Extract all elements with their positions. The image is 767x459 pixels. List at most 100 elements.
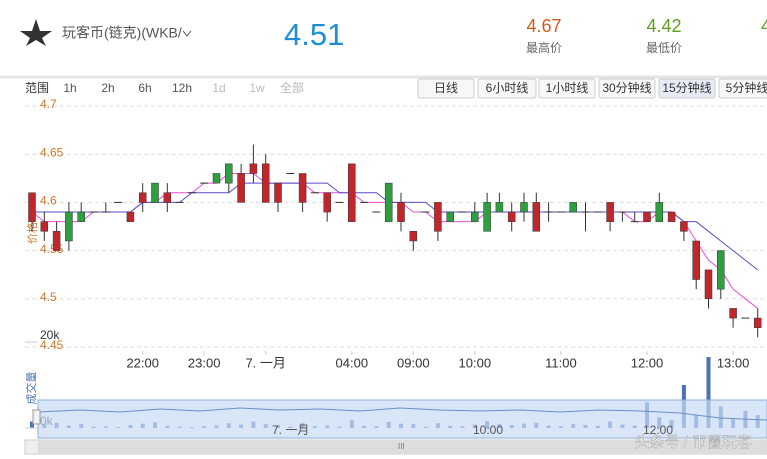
- candle-body: [384, 182, 393, 222]
- candle-body: [163, 192, 172, 203]
- candle-body: [434, 202, 442, 232]
- period-button-bg[interactable]: [718, 78, 767, 99]
- candle-body: [532, 202, 541, 232]
- x-tick-label: 23:00: [188, 355, 221, 370]
- candle-body: [28, 192, 36, 222]
- range-button: 1d: [212, 81, 225, 95]
- range-button[interactable]: 12h: [172, 81, 192, 95]
- candle-body: [643, 211, 651, 222]
- range-label: 范围: [25, 81, 49, 95]
- navigator-window[interactable]: [37, 399, 767, 439]
- candle-body: [667, 211, 676, 222]
- candle-body: [606, 202, 614, 222]
- watermark: 头条号 / 币圈玩客: [634, 434, 752, 451]
- candle-body: [348, 163, 356, 222]
- plot: 4.454.54.554.64.654.7价格成交量0k20k22:0023:0…: [24, 97, 767, 429]
- x-tick-label: 13:00: [717, 355, 750, 370]
- scrollbar-grip[interactable]: III: [398, 442, 405, 451]
- candle-body: [729, 308, 737, 319]
- volume-bar: [30, 421, 34, 428]
- navigator-label: 12:00: [643, 423, 673, 437]
- candle-body: [274, 182, 282, 203]
- period-button-bg[interactable]: [477, 78, 537, 99]
- period-button-bg[interactable]: [658, 78, 716, 99]
- navigator-label: 10:00: [473, 423, 503, 437]
- high-label: 最高价: [526, 40, 562, 55]
- range-button: 全部: [280, 80, 304, 95]
- volume-tick-label: 20k: [40, 328, 60, 342]
- candle-body: [397, 202, 405, 222]
- scrollbar-thumb[interactable]: [38, 441, 767, 453]
- candle-body: [225, 163, 233, 184]
- candle-body: [138, 192, 147, 203]
- navigator: 7. 一月 10:00 12:00 III: [24, 399, 767, 455]
- candle-body: [126, 211, 135, 222]
- range-button[interactable]: 6h: [138, 81, 151, 95]
- y-tick-label: 4.65: [40, 145, 64, 159]
- navigator-label: 7. 一月: [272, 423, 309, 437]
- candle-body: [655, 202, 664, 222]
- volume-axis-label: 成交量: [24, 372, 38, 405]
- pair[interactable]: 玩客币(链克)(WKB/: [62, 25, 182, 41]
- x-tick-label: 7. 一月: [245, 355, 285, 370]
- stat-value: 4: [761, 16, 767, 36]
- logo: [20, 19, 52, 46]
- x-tick-label: 04:00: [336, 355, 369, 370]
- navigator-handle[interactable]: [32, 409, 41, 425]
- y-tick-label: 4.6: [40, 194, 57, 208]
- candle-body: [520, 202, 528, 213]
- candle-body: [151, 182, 159, 203]
- period-button[interactable]: 日线: [434, 81, 458, 95]
- candle-body: [409, 231, 418, 242]
- y-tick-label: 4.45: [40, 338, 64, 352]
- high-value: 4.67: [526, 16, 561, 36]
- candle-body: [704, 269, 713, 300]
- header-bg: [0, 0, 767, 76]
- y-axis-label: 价格: [25, 222, 39, 244]
- x-tick-label: 12:00: [631, 355, 664, 370]
- period-button[interactable]: 6小时线: [486, 81, 529, 95]
- x-tick-label: 11:00: [545, 355, 577, 370]
- range-button: 1w: [249, 81, 265, 95]
- period-button[interactable]: 1小时线: [546, 81, 589, 95]
- x-tick-label: 22:00: [126, 355, 159, 370]
- candle-body: [323, 192, 331, 213]
- candle-body: [471, 211, 479, 222]
- volume-bar: [706, 357, 711, 428]
- candle-body: [237, 173, 245, 203]
- candle-body: [753, 317, 762, 328]
- navigator-line: [37, 407, 767, 421]
- period-button-bg[interactable]: [538, 78, 596, 99]
- candle-body: [65, 211, 73, 242]
- low-label: 最低价: [646, 41, 682, 55]
- y-tick-label: 4.5: [40, 290, 57, 304]
- candle-body: [717, 250, 725, 290]
- candle-body: [40, 221, 49, 232]
- range-button[interactable]: 2h: [101, 81, 114, 95]
- x-tick-label: 10:00: [459, 355, 492, 370]
- period-button[interactable]: 30分钟线: [602, 80, 651, 95]
- period-buttons: 日线 6小时线 1小时线 30分钟线 15分钟线 5分钟线: [417, 78, 767, 99]
- y-tick-label: 4.7: [40, 97, 57, 111]
- candle-body: [569, 202, 577, 213]
- candle-body: [249, 163, 258, 174]
- range-buttons: 1h 2h 6h 12h 1d 1w 全部: [63, 80, 304, 95]
- period-button[interactable]: 15分钟线: [662, 80, 711, 95]
- price: 4.51: [284, 17, 344, 52]
- chevron[interactable]: [182, 30, 192, 37]
- candle-body: [261, 163, 270, 203]
- candle-body: [680, 221, 688, 232]
- candle-body: [52, 231, 61, 251]
- candle-body: [212, 173, 221, 184]
- period-button-bg[interactable]: [598, 78, 656, 99]
- candle-body: [77, 211, 85, 222]
- period-button[interactable]: 5分钟线: [726, 80, 767, 95]
- period-button-bg[interactable]: [417, 78, 475, 99]
- candle-body: [507, 211, 516, 222]
- range-button[interactable]: 1h: [63, 81, 76, 95]
- candle-body: [446, 211, 454, 222]
- candle-body: [483, 202, 491, 232]
- candle-body: [495, 202, 504, 213]
